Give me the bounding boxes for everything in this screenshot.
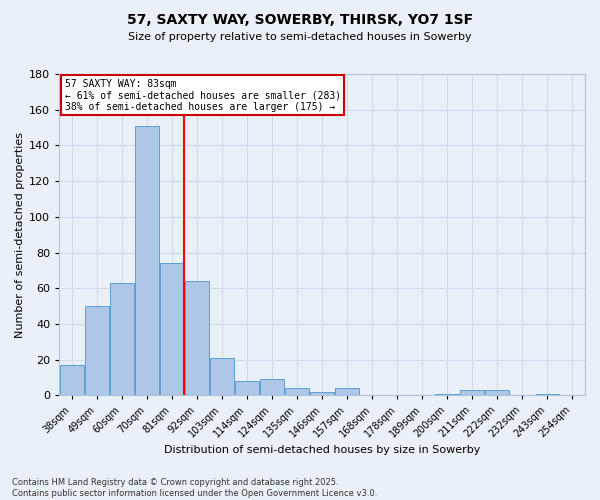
Bar [210,358,234,396]
Bar [260,380,284,396]
Bar [235,381,259,396]
Bar [485,390,509,396]
X-axis label: Distribution of semi-detached houses by size in Sowerby: Distribution of semi-detached houses by … [164,445,481,455]
Bar [110,283,134,396]
Text: Size of property relative to semi-detached houses in Sowerby: Size of property relative to semi-detach… [128,32,472,42]
Text: Contains HM Land Registry data © Crown copyright and database right 2025.
Contai: Contains HM Land Registry data © Crown c… [12,478,377,498]
Bar [160,264,184,396]
Bar [85,306,109,396]
Bar [285,388,309,396]
Bar [60,365,84,396]
Y-axis label: Number of semi-detached properties: Number of semi-detached properties [15,132,25,338]
Text: 57 SAXTY WAY: 83sqm
← 61% of semi-detached houses are smaller (283)
38% of semi-: 57 SAXTY WAY: 83sqm ← 61% of semi-detach… [65,79,341,112]
Text: 57, SAXTY WAY, SOWERBY, THIRSK, YO7 1SF: 57, SAXTY WAY, SOWERBY, THIRSK, YO7 1SF [127,12,473,26]
Bar [310,392,334,396]
Bar [185,281,209,396]
Bar [436,394,459,396]
Bar [460,390,484,396]
Bar [135,126,159,396]
Bar [335,388,359,396]
Bar [536,394,559,396]
